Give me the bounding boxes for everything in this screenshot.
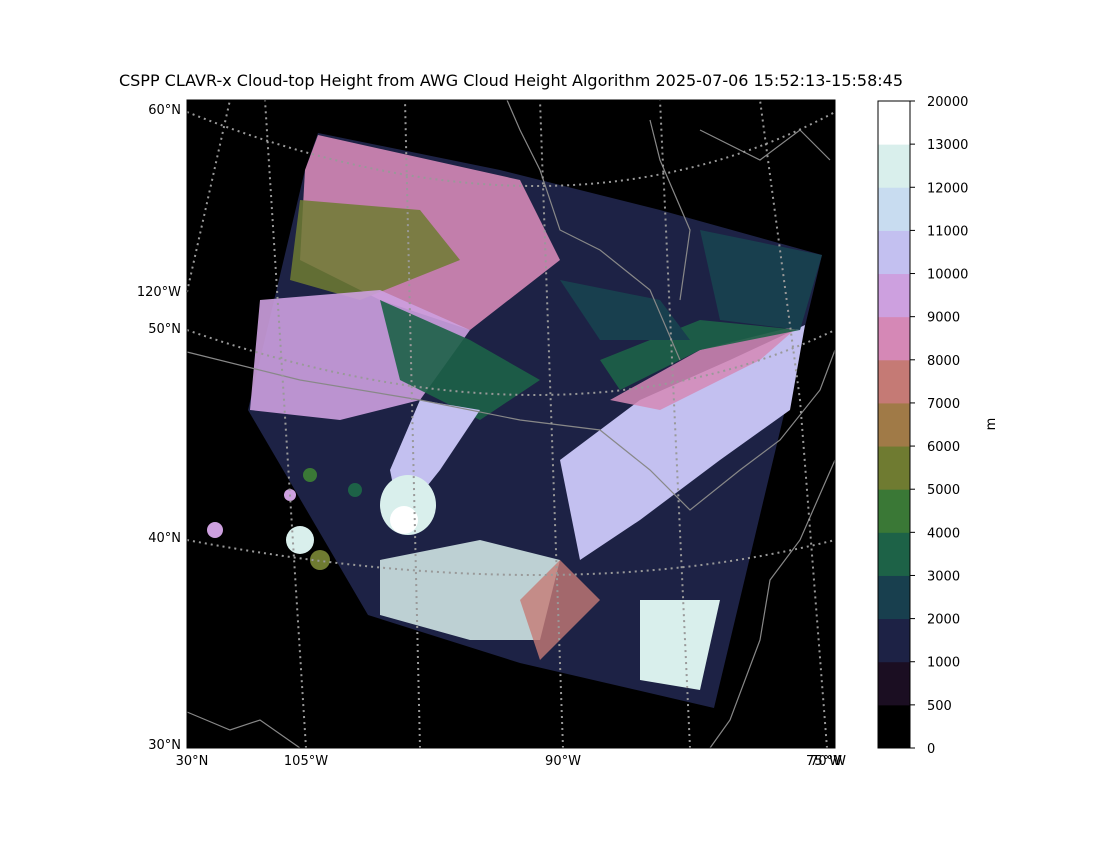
cloud-swath: [248, 133, 822, 708]
colorbar-tick-label: 2000: [927, 613, 960, 628]
colorbar-bin: [878, 618, 910, 663]
colorbar-tick-label: 9000: [927, 311, 960, 326]
colorbar-tick-label: 12000: [927, 181, 968, 196]
colorbar-tick-label: 20000: [927, 95, 968, 110]
colorbar-tick-label: 13000: [927, 138, 968, 153]
colorbar-bin: [878, 532, 910, 576]
lat-label: 50°N: [148, 322, 181, 337]
colorbar: 0 500 1000 2000 3000 4000 5000 6000 7000 8000 9000…: [877, 95, 968, 757]
colorbar-tick-label: 4000: [927, 526, 960, 541]
colorbar-tick-label: 500: [927, 699, 952, 714]
title: CSPP CLAVR-x Cloud-top Height from AWG C…: [119, 71, 903, 90]
colorbar-bin: [878, 359, 910, 404]
colorbar-bin: [878, 187, 910, 231]
lat-label: 30°N: [176, 754, 209, 769]
colorbar-bin: [878, 316, 910, 361]
colorbar-tick-label: 11000: [927, 224, 968, 239]
graticule: [186, 99, 836, 749]
colorbar-bin: [878, 489, 910, 533]
lon-label: 120°W: [137, 285, 181, 300]
colorbar-bin: [878, 575, 910, 620]
scattered-clouds: [207, 468, 362, 570]
colorbar-bin: [878, 446, 910, 490]
colorbar-bin: [878, 101, 910, 145]
lat-label: 40°N: [148, 531, 181, 546]
lon-label: 105°W: [284, 754, 328, 769]
colorbar-tick-label: 3000: [927, 569, 960, 584]
colorbar-tick-label: 0: [927, 742, 935, 757]
colorbar-bin: [878, 661, 910, 706]
colorbar-tick-label: 6000: [927, 440, 960, 455]
colorbar-tick-label: 7000: [927, 397, 960, 412]
lat-label: 30°N: [148, 738, 181, 753]
colorbar-frame: [877, 100, 911, 749]
colorbar-bin: [878, 273, 910, 318]
colorbar-label: m: [984, 418, 999, 431]
colorbar-bin: [878, 144, 910, 188]
map-frame: [186, 99, 836, 749]
coastline: [186, 99, 836, 749]
colorbar-bin: [878, 704, 910, 749]
colorbar-tick-label: 10000: [927, 268, 968, 283]
colorbar-bin: [878, 230, 910, 275]
colorbar-tick-label: 5000: [927, 483, 960, 498]
lon-label: 90°W: [545, 754, 581, 769]
colorbar-tick-label: 1000: [927, 656, 960, 671]
lon-label: 75°W: [806, 754, 842, 769]
colorbar-tick-label: 8000: [927, 354, 960, 369]
lat-label: 60°N: [148, 103, 181, 118]
colorbar-bin: [878, 402, 910, 447]
map: 60°N 120°W 50°N 40°N 30°N 30°N 105°W 90°…: [137, 99, 846, 769]
lon-label: 70°W: [810, 754, 846, 769]
